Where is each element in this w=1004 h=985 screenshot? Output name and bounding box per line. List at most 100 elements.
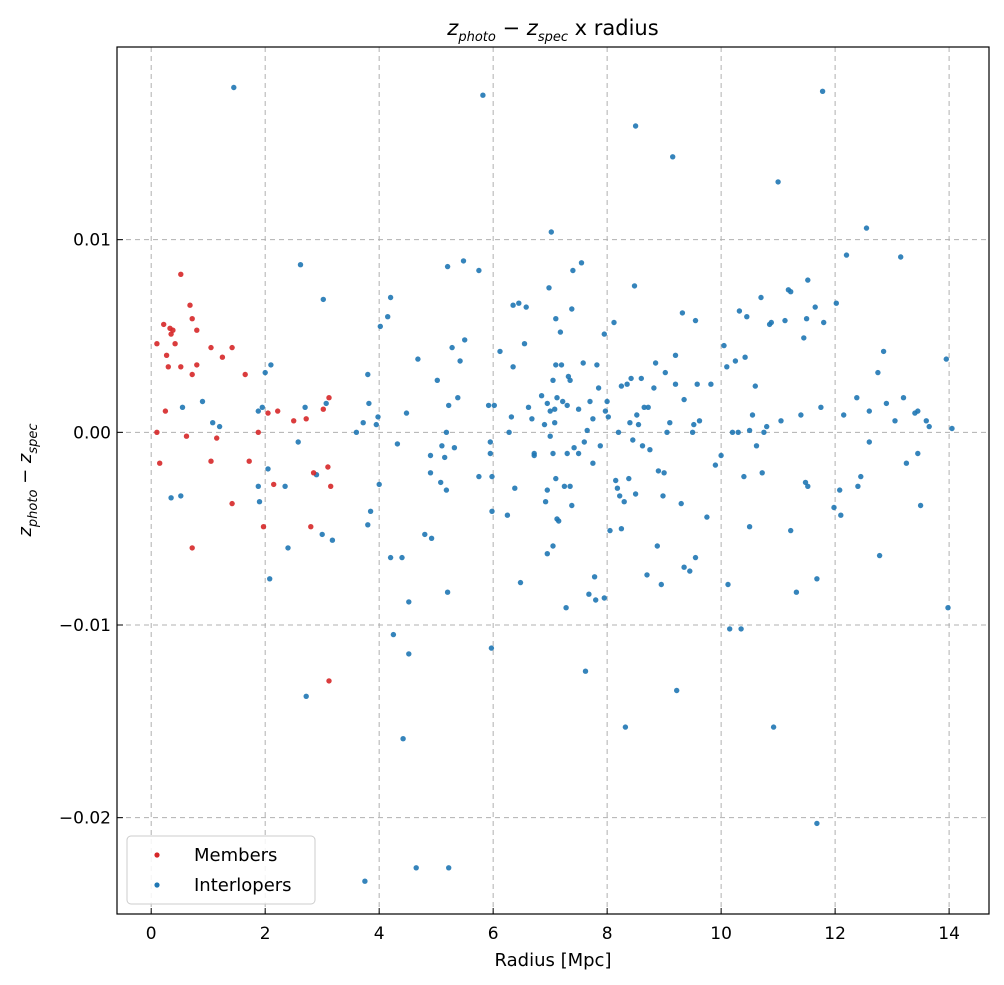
data-point-interlopers [746,524,753,530]
data-point-interlopers [367,508,374,514]
data-point-interlopers [814,576,820,582]
data-point-interlopers [605,414,611,420]
chart-title: zphoto − zspec x radius [446,16,658,45]
data-point-members [229,500,235,507]
data-point-interlopers [696,418,703,424]
data-point-interlopers [725,581,731,588]
data-point-interlopers [742,354,748,360]
data-point-interlopers [403,410,410,416]
data-point-interlopers [694,381,700,387]
data-point-interlopers [708,381,714,387]
x-tick-label: 12 [824,924,846,944]
data-point-interlopers [376,481,382,488]
data-point-members [183,433,190,439]
data-point-interlopers [611,319,617,326]
y-tick-labels: −0.02 −0.01 0.00 0.01 [59,231,111,829]
data-point-interlopers [179,404,186,410]
data-point-interlopers [595,385,602,391]
data-point-interlopers [691,421,697,428]
data-point-interlopers [373,421,379,428]
data-point-interlopers [323,400,329,407]
data-point-interlopers [255,408,261,414]
data-point-interlopers [563,605,569,611]
data-point-interlopers [880,348,887,355]
data-point-interlopers [732,358,739,364]
data-point-interlopers [457,358,463,364]
data-point-interlopers [329,537,336,543]
x-tick-label: 8 [602,924,613,944]
legend-marker-members [154,852,160,858]
x-tick-labels: 0 2 4 6 8 10 12 14 [146,924,960,944]
data-point-interlopers [866,439,872,445]
data-point-interlopers [365,522,371,528]
data-point-interlopers [678,500,684,507]
data-point-interlopers [547,433,553,439]
y-tick-label: 0.01 [73,231,111,251]
data-point-members [320,406,326,412]
data-point-interlopers [525,404,532,410]
series-interlopers [168,84,955,884]
data-point-interlopers [556,518,562,524]
data-point-interlopers [439,443,445,449]
data-point-interlopers [652,360,659,366]
data-point-interlopers [360,420,366,426]
data-point-interlopers [319,531,325,538]
data-point-members [246,458,252,464]
data-point-interlopers [664,429,670,435]
data-point-interlopers [638,375,644,382]
data-point-members [219,354,226,360]
data-point-members [303,416,309,422]
x-tick-label: 2 [260,924,271,944]
data-point-interlopers [582,668,589,674]
data-point-interlopers [377,323,383,330]
data-point-interlopers [554,395,560,401]
data-point-members [165,364,171,370]
data-point-interlopers [704,514,710,520]
data-point-interlopers [949,425,955,432]
data-point-interlopers [428,535,435,541]
data-point-members [162,408,169,414]
data-point-interlopers [647,447,653,453]
data-point-interlopers [843,252,850,258]
x-tick-label: 0 [146,924,157,944]
data-point-interlopers [587,398,593,405]
data-point-interlopers [561,483,568,489]
data-point-interlopers [489,473,495,480]
data-point-interlopers [508,414,515,420]
data-point-interlopers [712,462,719,468]
data-point-members [189,316,195,322]
data-point-interlopers [255,483,261,489]
data-point-interlopers [645,404,651,410]
data-point-interlopers [506,429,512,435]
data-point-members [260,524,267,530]
data-point-interlopers [427,470,434,476]
data-point-interlopers [863,225,870,231]
data-point-interlopers [552,420,558,426]
data-point-members [255,429,261,435]
data-point-interlopers [613,477,619,484]
data-point-interlopers [635,421,642,428]
data-point-interlopers [858,473,864,480]
data-point-interlopers [759,470,765,476]
data-point-interlopers [805,483,811,489]
data-point-interlopers [818,404,824,410]
data-point-interlopers [480,92,486,98]
data-point-interlopers [544,400,550,407]
data-point-interlopers [729,429,736,435]
data-point-members [163,352,170,358]
data-point-interlopers [560,398,566,405]
data-point-interlopers [387,554,394,561]
y-axis-label: zphoto − zspec [15,423,41,537]
data-point-interlopers [231,84,237,91]
data-point-interlopers [485,402,492,409]
x-axis-label: Radius [Mpc] [495,950,612,971]
legend-box [126,835,316,905]
data-point-interlopers [744,314,750,320]
data-point-interlopers [764,423,770,430]
data-point-interlopers [892,418,898,424]
data-point-interlopers [793,589,800,595]
data-point-interlopers [521,341,528,347]
data-point-interlopers [915,408,921,414]
data-point-interlopers [451,445,458,451]
data-point-interlopers [444,263,451,270]
